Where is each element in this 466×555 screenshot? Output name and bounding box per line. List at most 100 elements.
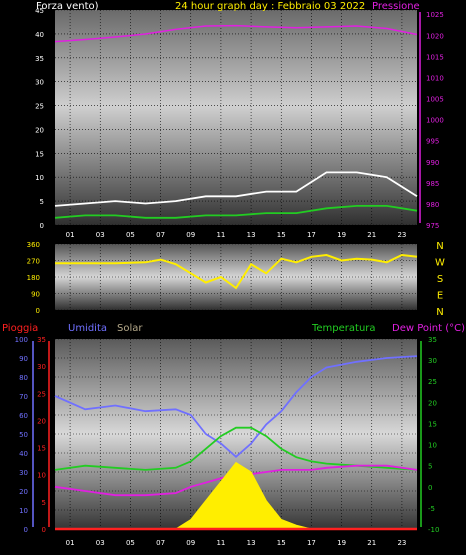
humidity-title: Umidita (68, 323, 107, 334)
humidity-tick-label: 90 (19, 355, 28, 363)
rain-tick-label: 20 (37, 417, 46, 425)
humidity-tick-label: 60 (19, 412, 28, 420)
temperature-title: Temperatura (311, 323, 376, 334)
hour-tick-label: 03 (96, 231, 105, 239)
wind-direction-line (55, 253, 418, 290)
compass-letter: W (435, 258, 445, 269)
hour-tick-label: 01 (66, 231, 75, 239)
wind_gust-line (54, 171, 418, 207)
hour-tick-label: 19 (337, 539, 346, 547)
pressure-tick-label: 1020 (426, 32, 444, 40)
wind-tick-label: 20 (35, 126, 44, 134)
pressure-tick-label: 985 (426, 180, 439, 188)
wind-direction-series (55, 253, 418, 290)
humidity-tick-label: 40 (19, 450, 28, 458)
hour-tick-label: 13 (247, 539, 256, 547)
wind-tick-label: 45 (35, 7, 44, 15)
rain-title: Pioggia (2, 323, 38, 334)
solar-title: Solar (117, 323, 143, 334)
dew-point-title: Dew Point (°C) (392, 323, 465, 334)
direction-tick-label: 180 (27, 274, 40, 282)
hour-tick-label: 11 (216, 539, 225, 547)
hour-tick-label: 17 (307, 231, 316, 239)
pressure-tick-label: 1015 (426, 53, 444, 61)
rain-tick-label: 25 (37, 390, 46, 398)
wind-tick-label: 0 (40, 222, 44, 230)
wind-direction-axis: 360 270 180 90 0 (27, 241, 40, 315)
temperature-tick-label: 30 (428, 357, 437, 365)
humidity-tick-label: 50 (19, 431, 28, 439)
wind_avg-line (54, 204, 418, 219)
graph-title: 24 hour graph day : Febbraio 03 2022 (175, 1, 365, 12)
direction-tick-label: 270 (27, 258, 40, 266)
humidity-tick-label: 100 (15, 336, 28, 344)
temperature-tick-label: 0 (428, 484, 432, 492)
pressure-tick-label: 995 (426, 138, 439, 146)
bottom-hour-axis: 01 03 05 07 09 11 13 15 17 19 21 23 (66, 539, 407, 547)
compass-letter: S (437, 274, 443, 285)
hour-tick-label: 15 (277, 231, 286, 239)
wind-tick-label: 5 (40, 198, 44, 206)
temperature-tick-label: -5 (428, 505, 435, 513)
hour-tick-label: 09 (186, 231, 195, 239)
hour-tick-label: 03 (96, 539, 105, 547)
hour-tick-label: 11 (216, 231, 225, 239)
rain-tick-label: 30 (37, 363, 46, 371)
wind-tick-label: 30 (35, 79, 44, 87)
direction-tick-label: 360 (27, 241, 40, 249)
direction-tick-label: 90 (31, 291, 40, 299)
humidity-line (54, 355, 418, 458)
wind-speed-axis: 0 5 10 15 20 25 30 35 40 45 (35, 7, 44, 230)
hour-tick-label: 05 (126, 231, 135, 239)
hour-tick-label: 01 (66, 539, 75, 547)
hour-tick-label: 13 (247, 231, 256, 239)
hour-tick-label: 23 (397, 231, 406, 239)
rain-tick-label: 0 (42, 526, 46, 534)
pressure-title: Pressione (372, 1, 420, 12)
wind-direction-grid (55, 243, 417, 311)
wind-pressure-plot-area (55, 10, 417, 225)
pressure-tick-label: 1010 (426, 74, 444, 82)
hour-tick-label: 19 (337, 231, 346, 239)
humidity-tick-label: 30 (19, 469, 28, 477)
direction-tick-label: 0 (36, 307, 40, 315)
pressure-line (54, 24, 418, 43)
hour-tick-label: 15 (277, 539, 286, 547)
compass-letter: N (436, 307, 443, 318)
temperature-tick-label: -10 (428, 526, 439, 534)
humidity-temperature-series (54, 355, 418, 531)
rain-tick-label: 15 (37, 445, 46, 453)
hour-tick-label: 09 (186, 539, 195, 547)
top-hour-axis: 01 03 05 07 09 11 13 15 17 19 21 23 (66, 231, 407, 239)
hour-tick-label: 23 (397, 539, 406, 547)
rain-axis: 0 5 10 15 20 25 30 35 (37, 336, 46, 534)
pressure-axis: 975 980 985 990 995 1000 1005 1010 1015 1020 1025 (426, 11, 444, 230)
wind-tick-label: 35 (35, 55, 44, 63)
pressure-tick-label: 980 (426, 201, 439, 209)
hour-tick-label: 07 (156, 539, 165, 547)
compass-letter: E (437, 291, 443, 302)
temperature-tick-label: 35 (428, 336, 437, 344)
hour-tick-label: 21 (367, 539, 376, 547)
hour-tick-label: 17 (307, 539, 316, 547)
temperature-axis: -10 -5 0 5 10 15 20 25 30 35 (428, 336, 439, 534)
humidity-tick-label: 80 (19, 374, 28, 382)
pressure-tick-label: 975 (426, 222, 439, 230)
humidity-tick-label: 0 (24, 526, 28, 534)
temperature-tick-label: 10 (428, 442, 437, 450)
temperature-line (54, 426, 418, 471)
temperature-tick-label: 25 (428, 378, 437, 386)
compass-letter: N (436, 241, 443, 252)
pressure-tick-label: 990 (426, 159, 439, 167)
wind-tick-label: 40 (35, 31, 44, 39)
rain-tick-label: 5 (42, 499, 46, 507)
hour-tick-label: 07 (156, 231, 165, 239)
rain-tick-label: 35 (37, 336, 46, 344)
pressure-tick-label: 1025 (426, 11, 444, 19)
rain-tick-label: 10 (37, 472, 46, 480)
wind-title: Forza vento) (36, 1, 99, 12)
wind-pressure-grid (55, 9, 417, 226)
humidity-tick-label: 10 (19, 507, 28, 515)
